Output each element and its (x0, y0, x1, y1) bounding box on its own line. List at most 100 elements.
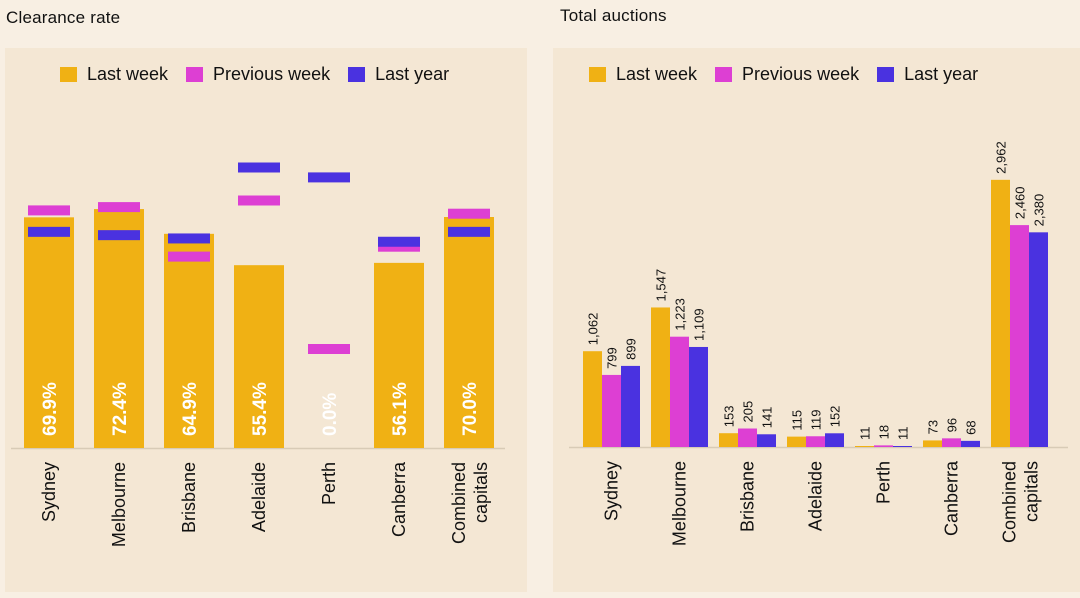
legend-item-last-week: Last week (589, 64, 697, 85)
category-label-brisbane: Brisbane (738, 461, 758, 532)
value-label-previous-week-perth: 18 (877, 425, 892, 439)
value-label-last-week-adelaide: 115 (790, 410, 805, 431)
last-week-swatch (60, 67, 77, 82)
legend-label: Previous week (742, 64, 860, 84)
value-label-last-year-adelaide: 152 (828, 406, 843, 428)
legend-label: Last year (904, 64, 979, 84)
bar-last-week-canberra (374, 262, 424, 448)
bar-last-week-perth (855, 446, 874, 447)
category-label-combined-capitals: capitals (471, 462, 491, 523)
clearance-rate-chart: 69.9% Sydney 72.4% Melbourne 64.9% Brisbane 55… (11, 162, 505, 547)
marker-last-year-combined-capitals (448, 226, 490, 237)
marker-last-year-canberra (378, 236, 420, 247)
marker-previous-week-sydney (28, 205, 70, 216)
category-label-sydney: Sydney (39, 462, 59, 522)
bar-previous-week-perth (874, 445, 893, 447)
category-label-melbourne: Melbourne (109, 462, 129, 547)
legend-label: Previous week (213, 64, 331, 84)
bar-last-week-melbourne (651, 307, 670, 447)
category-label-perth: Perth (319, 462, 339, 505)
total-auctions-title: Total auctions (560, 6, 667, 25)
value-label-previous-week-combined-capitals: 2,460 (1013, 187, 1028, 220)
value-label-combined-capitals: 70.0% (460, 382, 481, 436)
value-label-last-week-combined-capitals: 2,962 (994, 141, 1009, 174)
marker-previous-week-brisbane (168, 251, 210, 262)
category-label-melbourne: Melbourne (670, 461, 690, 546)
marker-last-year-sydney (28, 226, 70, 237)
value-label-canberra: 56.1% (390, 382, 411, 436)
category-label-perth: Perth (874, 461, 894, 504)
value-label-last-year-sydney: 899 (624, 338, 639, 360)
previous-week-swatch (186, 67, 204, 82)
legend-label: Last week (87, 64, 169, 84)
value-label-previous-week-adelaide: 119 (809, 410, 824, 431)
value-label-last-week-sydney: 1,062 (586, 313, 601, 346)
category-label-canberra: Canberra (942, 460, 962, 536)
value-label-melbourne: 72.4% (110, 382, 131, 436)
value-label-last-week-perth: 11 (858, 427, 873, 441)
bar-last-year-sydney (621, 365, 640, 447)
bar-last-week-canberra (923, 440, 942, 447)
category-label-combined-capitals: Combined (449, 462, 469, 544)
value-label-last-year-melbourne: 1,109 (692, 308, 707, 341)
marker-previous-week-perth (308, 344, 350, 354)
bar-last-year-canberra (961, 440, 980, 447)
marker-last-year-perth (308, 172, 350, 183)
value-label-last-year-combined-capitals: 2,380 (1032, 194, 1047, 227)
category-label-brisbane: Brisbane (179, 462, 199, 533)
clearance-rate-panel: Last week Previous week Last year 69.9% S… (5, 48, 527, 592)
bar-last-week-adelaide (787, 436, 806, 447)
category-label-canberra: Canberra (389, 461, 409, 537)
value-label-previous-week-canberra: 96 (945, 418, 960, 432)
value-label-brisbane: 64.9% (180, 382, 201, 436)
last-week-swatch (589, 67, 606, 82)
value-label-sydney: 69.9% (40, 382, 61, 436)
total-auctions-panel: Last week Previous week Last year 1,062 7… (553, 48, 1080, 592)
value-label-last-week-brisbane: 153 (722, 405, 737, 427)
value-label-previous-week-brisbane: 205 (741, 401, 756, 423)
clearance-rate-title: Clearance rate (6, 8, 121, 27)
legend-item-previous-week: Previous week (715, 64, 859, 85)
bar-last-week-combined-capitals (991, 179, 1010, 447)
value-label-previous-week-melbourne: 1,223 (673, 298, 688, 331)
bar-last-week-sydney (24, 217, 74, 448)
legend-item-last-year: Last year (877, 64, 978, 85)
bar-previous-week-sydney (602, 374, 621, 447)
last-year-swatch (877, 67, 895, 82)
bar-last-year-melbourne (689, 346, 708, 447)
bar-last-week-melbourne (94, 209, 144, 448)
previous-week-swatch (715, 67, 733, 82)
marker-previous-week-adelaide (238, 195, 280, 206)
bar-last-year-brisbane (757, 434, 776, 447)
bar-last-week-sydney (583, 351, 602, 447)
bar-last-year-combined-capitals (1029, 232, 1048, 447)
bar-last-year-perth (893, 446, 912, 447)
category-label-combined-capitals: capitals (1022, 461, 1042, 522)
marker-last-year-melbourne (98, 230, 140, 241)
marker-last-year-brisbane (168, 233, 210, 244)
value-label-last-week-canberra: 73 (926, 420, 941, 434)
legend-label: Last week (616, 64, 698, 84)
value-label-last-year-canberra: 68 (964, 420, 979, 434)
value-label-last-week-melbourne: 1,547 (654, 269, 669, 302)
bar-last-week-adelaide (234, 265, 284, 448)
bar-previous-week-melbourne (670, 336, 689, 447)
legend-item-previous-week: Previous week (186, 64, 330, 85)
legend-item-last-week: Last week (60, 64, 168, 85)
value-label-previous-week-sydney: 799 (605, 347, 620, 369)
legend-item-last-year: Last year (348, 64, 449, 85)
value-label-adelaide: 55.4% (250, 382, 271, 436)
total-auctions-chart: 1,062 799 899 Sydney 1,547 1,223 1,109 Melbourn… (569, 141, 1068, 546)
category-label-adelaide: Adelaide (249, 462, 269, 532)
bar-last-year-adelaide (825, 433, 844, 447)
bar-last-week-brisbane (719, 433, 738, 447)
bar-last-week-combined-capitals (444, 217, 494, 448)
bar-previous-week-combined-capitals (1010, 225, 1029, 447)
bar-previous-week-adelaide (806, 436, 825, 447)
legend-label: Last year (375, 64, 450, 84)
category-label-adelaide: Adelaide (806, 461, 826, 531)
bar-previous-week-brisbane (738, 428, 757, 447)
clearance-rate-legend: Last week Previous week Last year (60, 64, 467, 85)
category-label-sydney: Sydney (602, 461, 622, 521)
value-label-last-year-perth: 11 (896, 427, 911, 441)
